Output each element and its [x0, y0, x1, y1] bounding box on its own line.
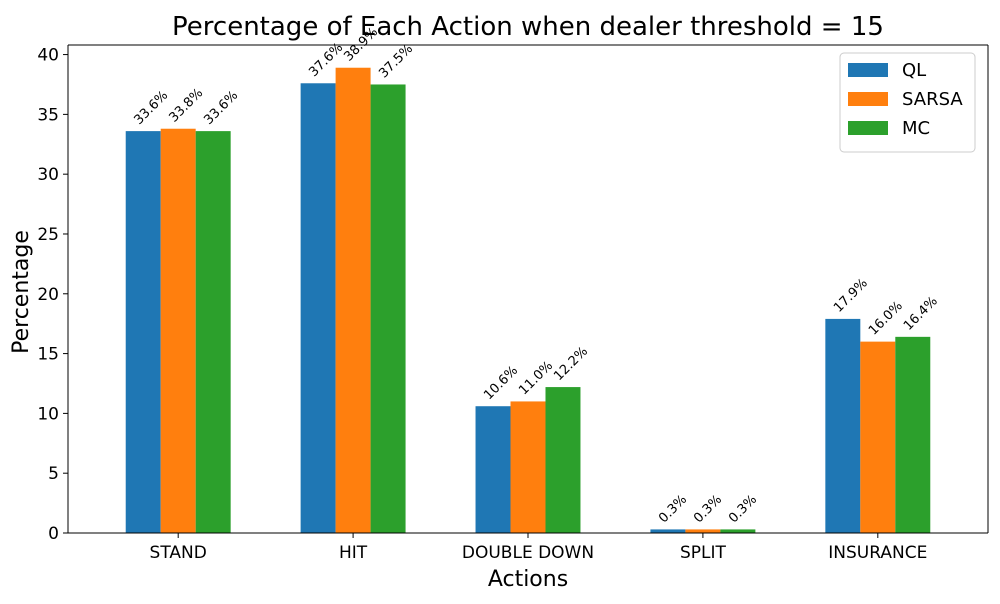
data-label: 33.6% — [131, 88, 171, 128]
x-tick-label: DOUBLE DOWN — [462, 543, 594, 563]
data-label: 0.3% — [656, 492, 690, 526]
y-tick-label: 35 — [37, 105, 59, 125]
legend-swatch — [848, 63, 888, 77]
data-label: 0.3% — [691, 492, 725, 526]
x-tick-label: HIT — [339, 543, 368, 563]
data-label: 16.4% — [901, 294, 941, 334]
x-tick-label: STAND — [150, 543, 207, 563]
bar-sarsa-insurance — [860, 341, 896, 533]
bar-sarsa-split — [685, 529, 721, 533]
bar-sarsa-double-down — [510, 401, 546, 533]
x-axis-label: Actions — [488, 567, 568, 592]
axes-layer: 0 5 10 15 20 25 30 35 40 STAND HIT DOUBLE DOWN SPLIT… — [37, 44, 989, 563]
data-label: 10.6% — [481, 363, 521, 403]
bar-mc-hit — [370, 84, 406, 534]
bar-ql-hit — [300, 83, 336, 534]
legend-label: SARSA — [902, 89, 963, 110]
legend-label: QL — [902, 60, 926, 81]
bar-mc-split — [720, 529, 756, 533]
y-tick-label: 10 — [37, 404, 59, 424]
data-label: 17.9% — [831, 276, 871, 316]
data-label: 33.6% — [201, 88, 241, 128]
bar-ql-insurance — [825, 318, 861, 533]
legend-label: MC — [902, 118, 930, 139]
y-tick-label: 40 — [37, 46, 59, 66]
bar-sarsa-stand — [160, 128, 196, 533]
bar-ql-stand — [125, 131, 161, 533]
data-label: 16.0% — [866, 299, 906, 339]
data-label: 0.3% — [726, 492, 760, 526]
bar-sarsa-hit — [335, 67, 371, 533]
y-tick-label: 0 — [48, 524, 59, 544]
legend: QL SARSA MC — [839, 52, 976, 153]
data-label: 37.5% — [376, 41, 416, 81]
y-tick-label: 20 — [37, 285, 59, 305]
bar-mc-stand — [195, 131, 231, 533]
y-tick-label: 15 — [37, 345, 59, 365]
data-label: 12.2% — [551, 344, 591, 384]
y-tick-label: 25 — [37, 225, 59, 245]
bar-ql-double-down — [475, 406, 511, 533]
x-tick-label: SPLIT — [680, 543, 727, 563]
chart-title: Percentage of Each Action when dealer th… — [172, 12, 884, 42]
legend-swatch — [848, 92, 888, 106]
y-tick-label: 5 — [48, 464, 59, 484]
y-axis-label: Percentage — [9, 230, 34, 354]
bar-ql-split — [650, 529, 686, 533]
data-label: 33.8% — [166, 86, 206, 126]
legend-swatch — [848, 121, 888, 135]
bar-mc-insurance — [895, 336, 931, 533]
x-tick-label: INSURANCE — [828, 543, 927, 563]
y-tick-label: 30 — [37, 165, 59, 185]
bar-mc-double-down — [545, 387, 581, 533]
bars-layer — [125, 67, 931, 534]
